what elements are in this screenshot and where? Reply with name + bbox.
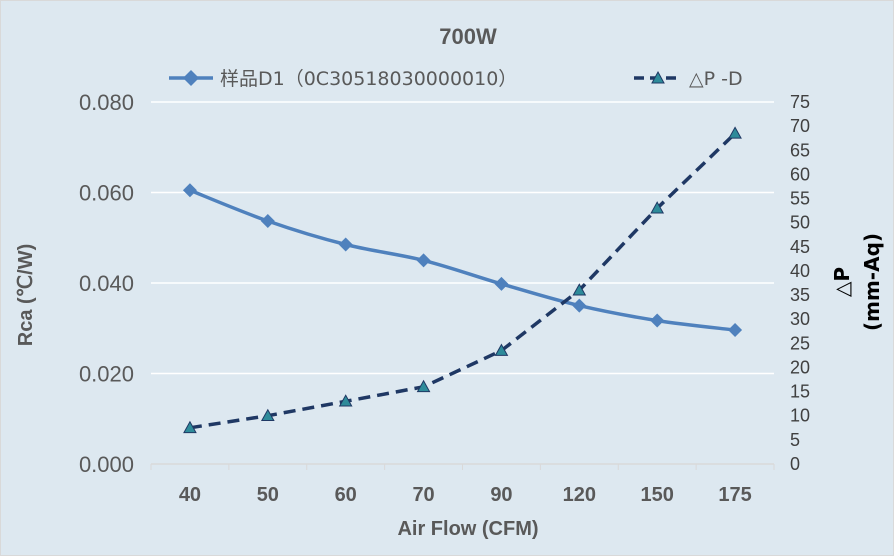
y-axis-label: Rca (℃/W)	[15, 244, 37, 346]
y2-tick-label: 40	[790, 261, 810, 281]
y-tick-label: 0.060	[79, 181, 134, 206]
legend-series2-triangle-icon	[651, 70, 665, 84]
y2-tick-label: 50	[790, 213, 810, 233]
legend-series2-label: △P -D	[689, 68, 743, 90]
y-tick-label: 0.020	[79, 362, 134, 387]
y2-tick-label: 55	[790, 189, 810, 209]
data-point-diamond-90	[494, 276, 509, 291]
series-1	[182, 183, 743, 338]
data-point-diamond-70	[416, 253, 431, 268]
data-point-diamond-120	[572, 298, 587, 313]
y2-axis-label-line2: (mm-Aq)	[860, 233, 884, 331]
y-tick-label: 0.080	[79, 90, 134, 115]
data-point-triangle-50	[260, 408, 275, 422]
y2-tick-label: 45	[790, 237, 810, 257]
y2-tick-label: 0	[790, 454, 800, 474]
data-point-triangle-70	[416, 379, 431, 393]
y2-tick-label: 60	[790, 164, 810, 184]
y2-axis-label-line1: △P	[830, 267, 854, 297]
data-point-diamond-50	[260, 214, 275, 229]
y2-tick-label: 75	[790, 92, 810, 112]
x-tick-label: 50	[257, 484, 279, 506]
x-tick-label: 150	[641, 484, 674, 506]
x-tick-label: 120	[563, 484, 596, 506]
data-point-triangle-90	[494, 343, 509, 356]
y-tick-label: 0.000	[79, 452, 134, 477]
legend-series1-label: 样品D1（0C30518030000010）	[220, 68, 517, 90]
data-point-triangle-175	[728, 126, 742, 139]
x-tick-label: 60	[335, 484, 357, 506]
y2-tick-label: 25	[790, 333, 810, 353]
data-point-diamond-60	[338, 237, 353, 252]
y2-tick-label: 15	[790, 382, 810, 402]
data-point-triangle-150	[650, 201, 665, 214]
x-tick-label: 70	[412, 484, 434, 506]
data-point-diamond-175	[728, 323, 743, 338]
x-axis-label: Air Flow (CFM)	[397, 518, 538, 540]
x-tick-label: 40	[179, 484, 201, 506]
series-2-line	[189, 132, 737, 430]
data-point-triangle-120	[572, 283, 587, 296]
x-tick-label: 90	[490, 484, 512, 506]
y-tick-label: 0.040	[79, 271, 134, 296]
legend: 样品D1（0C30518030000010） △P -D	[169, 68, 743, 90]
series	[182, 126, 743, 434]
series-2	[183, 126, 742, 434]
chart-title: 700W	[439, 24, 497, 49]
data-point-triangle-40	[183, 420, 197, 434]
data-point-diamond-40	[182, 183, 197, 198]
gridlines	[151, 101, 774, 375]
axes	[150, 463, 775, 470]
x-tick-label: 175	[718, 484, 751, 506]
x-axis-ticks: 40 50 60 70 90 120 150 175	[179, 484, 752, 506]
legend-series1-diamond-icon	[183, 70, 199, 86]
y2-tick-label: 10	[790, 406, 810, 426]
y2-tick-label: 5	[790, 430, 800, 450]
y2-tick-label: 70	[790, 116, 810, 136]
y-axis-ticks: 0.000 0.020 0.040 0.060 0.080	[79, 90, 134, 477]
y2-tick-label: 20	[790, 357, 810, 377]
data-point-diamond-150	[650, 313, 665, 328]
y2-axis-ticks: 0 5 10 15 20 25 30 35 40 45 50 55 60 65 70 75	[790, 92, 810, 474]
y2-tick-label: 65	[790, 140, 810, 160]
y2-tick-label: 30	[790, 309, 810, 329]
y2-tick-label: 35	[790, 285, 810, 305]
data-point-triangle-60	[338, 394, 353, 407]
